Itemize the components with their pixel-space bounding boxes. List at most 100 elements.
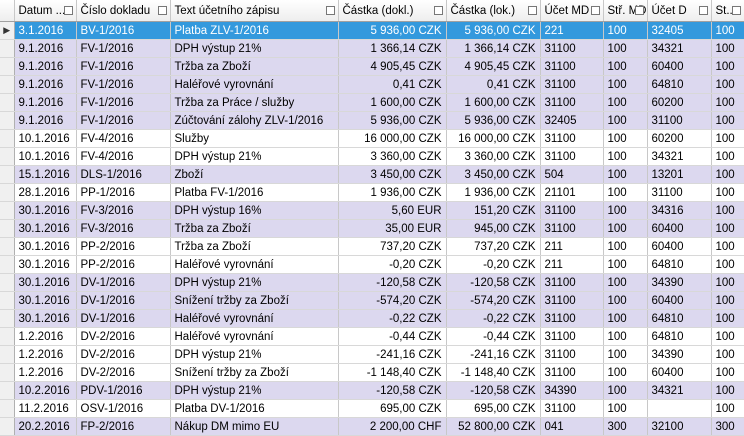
filter-box[interactable] [325, 6, 335, 15]
cell: -241,16 CZK [338, 345, 447, 364]
filter-box[interactable] [63, 6, 73, 15]
cell: -0,44 CZK [446, 327, 541, 346]
cell: 100 [711, 291, 744, 310]
cell: 5 936,00 CZK [446, 21, 541, 40]
cell: FV-4/2016 [76, 147, 171, 166]
column-header[interactable]: Účet D [647, 0, 712, 22]
column-header[interactable]: Číslo dokladu [76, 0, 171, 22]
cell: 16 000,00 CZK [338, 129, 447, 148]
cell: 100 [711, 39, 744, 58]
cell: 300 [711, 417, 744, 436]
ledger-row[interactable]: 10.2.2016 PDV-1/2016 DPH výstup 21% -120,58… [0, 381, 744, 400]
cell: PP-1/2016 [76, 183, 171, 202]
cell: -0,44 CZK [338, 327, 447, 346]
cell: DPH výstup 16% [170, 201, 339, 220]
cell: 100 [711, 183, 744, 202]
column-header[interactable]: St... [711, 0, 744, 22]
cell: 13201 [647, 165, 712, 184]
cell: DV-2/2016 [76, 345, 171, 364]
cell: 100 [711, 75, 744, 94]
cell: Haléřové vyrovnání [170, 75, 339, 94]
cell: DPH výstup 21% [170, 39, 339, 58]
cell: -1 148,40 CZK [446, 363, 541, 382]
cell: Tržba za Práce / služby [170, 93, 339, 112]
cell: DV-1/2016 [76, 291, 171, 310]
cell: 30.1.2016 [14, 237, 77, 256]
cell: 100 [603, 273, 648, 292]
column-header[interactable]: Stř. MD [603, 0, 648, 22]
row-indicator [0, 291, 15, 310]
cell: 100 [603, 21, 648, 40]
cell: 100 [603, 165, 648, 184]
column-header[interactable]: Částka (dokl.) [338, 0, 447, 22]
ledger-row[interactable]: 9.1.2016 FV-1/2016 Tržba za Práce / služby… [0, 93, 744, 112]
cell: 100 [603, 363, 648, 382]
column-header[interactable]: Datum ... [14, 0, 77, 22]
ledger-row[interactable]: 30.1.2016 DV-1/2016 Haléřové vyrovnání -0,2… [0, 309, 744, 328]
cell: 100 [711, 327, 744, 346]
cell: 31100 [540, 93, 604, 112]
ledger-row[interactable]: 30.1.2016 FV-3/2016 DPH výstup 16% 5,60 EUR… [0, 201, 744, 220]
column-title: Text účetního zápisu [174, 4, 280, 17]
ledger-row[interactable]: 11.2.2016 OSV-1/2016 Platba DV-1/2016 695,0… [0, 399, 744, 418]
cell: 64810 [647, 255, 712, 274]
ledger-row[interactable]: 9.1.2016 FV-1/2016 Zúčtování zálohy ZLV-1/… [0, 111, 744, 130]
cell: PP-2/2016 [76, 237, 171, 256]
ledger-row[interactable]: 28.1.2016 PP-1/2016 Platba FV-1/2016 1 936,… [0, 183, 744, 202]
ledger-row[interactable]: 9.1.2016 FV-1/2016 Tržba za Zboží 4 905,45 … [0, 57, 744, 76]
cell: 15.1.2016 [14, 165, 77, 184]
cell: 100 [711, 399, 744, 418]
cell: Snížení tržby za Zboží [170, 363, 339, 382]
ledger-row[interactable]: 30.1.2016 DV-1/2016 Snížení tržby za Zboží… [0, 291, 744, 310]
ledger-row[interactable]: 9.1.2016 FV-1/2016 DPH výstup 21% 1 366,14 … [0, 39, 744, 58]
ledger-row[interactable]: 1.2.2016 DV-2/2016 Haléřové vyrovnání -0,44… [0, 327, 744, 346]
ledger-row[interactable]: ▶ 3.1.2016 BV-1/2016 Platba ZLV-1/2016 5 936… [0, 21, 744, 40]
filter-box[interactable] [157, 6, 167, 15]
cell: 100 [603, 381, 648, 400]
cell: 5 936,00 CZK [446, 111, 541, 130]
row-indicator [0, 147, 15, 166]
row-indicator [0, 345, 15, 364]
ledger-row[interactable]: 20.2.2016 FP-2/2016 Nákup DM mimo EU 2 200,… [0, 417, 744, 436]
filter-box[interactable] [527, 6, 537, 15]
cell: FV-1/2016 [76, 111, 171, 130]
cell: 31100 [540, 39, 604, 58]
cell: OSV-1/2016 [76, 399, 171, 418]
ledger-row[interactable]: 30.1.2016 PP-2/2016 Haléřové vyrovnání -0,2… [0, 255, 744, 274]
column-title: Částka (dokl.) [342, 4, 414, 17]
cell: 34390 [540, 381, 604, 400]
filter-box[interactable] [634, 6, 644, 15]
cell: 151,20 CZK [446, 201, 541, 220]
ledger-row[interactable]: 10.1.2016 FV-4/2016 Služby 16 000,00 CZK 16 … [0, 129, 744, 148]
column-header[interactable]: Text účetního zápisu [170, 0, 339, 22]
cell: 31100 [540, 345, 604, 364]
ledger-row[interactable]: 30.1.2016 DV-1/2016 DPH výstup 21% -120,58 … [0, 273, 744, 292]
column-title: St... [715, 4, 736, 17]
cell: 35,00 EUR [338, 219, 447, 238]
filter-box[interactable] [433, 6, 443, 15]
cell: 32405 [647, 21, 712, 40]
ledger-row[interactable]: 10.1.2016 FV-4/2016 DPH výstup 21% 3 360,00… [0, 147, 744, 166]
column-header[interactable]: Účet MD [540, 0, 604, 22]
ledger-row[interactable]: 1.2.2016 DV-2/2016 DPH výstup 21% -241,16 C… [0, 345, 744, 364]
cell: 9.1.2016 [14, 111, 77, 130]
ledger-row[interactable]: 15.1.2016 DLS-1/2016 Zboží 3 450,00 CZK 3 45… [0, 165, 744, 184]
row-indicator [0, 381, 15, 400]
column-header[interactable]: Částka (lok.) [446, 0, 541, 22]
cell: Tržba za Zboží [170, 237, 339, 256]
cell: -574,20 CZK [338, 291, 447, 310]
ledger-row[interactable]: 30.1.2016 FV-3/2016 Tržba za Zboží 35,00 EU… [0, 219, 744, 238]
cell: 1 366,14 CZK [338, 39, 447, 58]
ledger-row[interactable]: 1.2.2016 DV-2/2016 Snížení tržby za Zboží -… [0, 363, 744, 382]
filter-box[interactable] [731, 6, 741, 15]
cell: 32100 [647, 417, 712, 436]
cell: -120,58 CZK [446, 273, 541, 292]
ledger-row[interactable]: 9.1.2016 FV-1/2016 Haléřové vyrovnání 0,41 … [0, 75, 744, 94]
filter-box[interactable] [698, 6, 708, 15]
filter-box[interactable] [590, 6, 600, 15]
cell: -0,22 CZK [446, 309, 541, 328]
cell: 31100 [540, 201, 604, 220]
ledger-row[interactable]: 30.1.2016 PP-2/2016 Tržba za Zboží 737,20 C… [0, 237, 744, 256]
row-indicator [0, 201, 15, 220]
cell: DLS-1/2016 [76, 165, 171, 184]
